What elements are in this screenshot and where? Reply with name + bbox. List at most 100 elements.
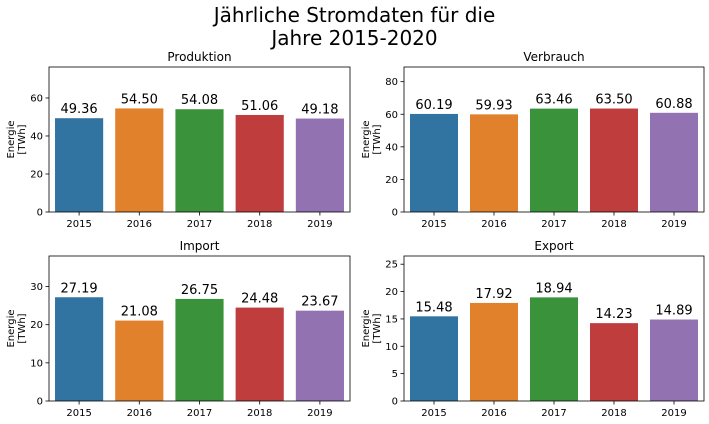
bar-produktion-2019 bbox=[295, 118, 344, 212]
bar-verbrauch-2016 bbox=[470, 114, 518, 212]
x-tick-label-export-2015: 2015 bbox=[421, 408, 446, 419]
data-label-import-2015: 27.19 bbox=[60, 281, 97, 296]
x-tick-label-produktion-2017: 2017 bbox=[187, 219, 212, 230]
y-tick-label-export-5: 5 bbox=[392, 369, 398, 380]
y-tick-label-verbrauch-20: 20 bbox=[385, 175, 398, 186]
subplot-title-export: Export bbox=[534, 239, 574, 253]
data-label-export-2015: 15.48 bbox=[415, 300, 452, 315]
y-tick-label-export-25: 25 bbox=[385, 260, 398, 271]
data-label-export-2017: 18.94 bbox=[535, 281, 572, 296]
data-label-import-2018: 24.48 bbox=[241, 292, 278, 307]
data-label-export-2018: 14.23 bbox=[595, 307, 632, 322]
y-axis-label-export-line-1: Energie bbox=[361, 309, 372, 347]
data-label-import-2016: 21.08 bbox=[121, 305, 158, 320]
data-label-import-2017: 26.75 bbox=[181, 283, 218, 298]
y-tick-label-import-30: 30 bbox=[30, 282, 43, 293]
x-tick-label-verbrauch-2016: 2016 bbox=[481, 219, 506, 230]
y-tick-label-export-10: 10 bbox=[385, 342, 398, 353]
y-tick-label-produktion-40: 40 bbox=[30, 131, 43, 142]
bar-verbrauch-2015 bbox=[410, 113, 458, 212]
subplot-title-verbrauch: Verbrauch bbox=[523, 50, 584, 64]
x-tick-label-import-2017: 2017 bbox=[187, 408, 212, 419]
y-tick-label-verbrauch-60: 60 bbox=[385, 110, 398, 121]
data-label-export-2016: 17.92 bbox=[475, 287, 512, 302]
y-tick-label-produktion-60: 60 bbox=[30, 93, 43, 104]
data-label-verbrauch-2019: 60.88 bbox=[655, 97, 692, 112]
data-label-produktion-2019: 49.18 bbox=[301, 103, 338, 118]
y-axis-label-verbrauch-line-1: Energie bbox=[361, 120, 372, 158]
data-label-verbrauch-2017: 63.46 bbox=[535, 93, 572, 108]
subplot-title-import: Import bbox=[180, 239, 220, 253]
data-label-verbrauch-2015: 60.19 bbox=[415, 98, 452, 113]
x-tick-label-import-2018: 2018 bbox=[247, 408, 272, 419]
bar-verbrauch-2019 bbox=[650, 112, 698, 212]
y-axis-label-import-line-2: [TWh] bbox=[17, 313, 28, 343]
y-tick-label-import-0: 0 bbox=[37, 397, 43, 408]
bar-produktion-2017 bbox=[175, 109, 224, 212]
y-tick-label-verbrauch-40: 40 bbox=[385, 142, 398, 153]
bar-produktion-2015 bbox=[55, 118, 104, 212]
data-label-verbrauch-2018: 63.50 bbox=[595, 93, 632, 108]
x-tick-label-produktion-2019: 2019 bbox=[307, 219, 332, 230]
y-axis-label-produktion-line-1: Energie bbox=[6, 120, 17, 158]
x-tick-label-export-2017: 2017 bbox=[541, 408, 566, 419]
x-tick-label-import-2016: 2016 bbox=[127, 408, 152, 419]
chart-export: 15.48201517.92201618.94201714.23201814.8… bbox=[361, 239, 705, 419]
data-label-produktion-2016: 54.50 bbox=[121, 92, 158, 107]
bar-import-2019 bbox=[295, 310, 344, 401]
y-axis-label-export-line-2: [TWh] bbox=[372, 313, 383, 343]
y-axis-label-verbrauch-line-2: [TWh] bbox=[372, 124, 383, 154]
y-tick-label-produktion-20: 20 bbox=[30, 169, 43, 180]
y-tick-label-produktion-0: 0 bbox=[37, 208, 43, 219]
axes-frame-import bbox=[48, 255, 351, 402]
x-tick-label-produktion-2015: 2015 bbox=[66, 219, 91, 230]
x-tick-label-produktion-2016: 2016 bbox=[127, 219, 152, 230]
y-axis-label-import-line-1: Energie bbox=[6, 309, 17, 347]
chart-import: 27.19 2015 21.08 2016 26.75 2017 24.48 2018 23.6… bbox=[6, 239, 351, 419]
subplot-title-produktion: Produktion bbox=[167, 50, 231, 64]
bar-export-2019 bbox=[650, 319, 698, 401]
data-label-produktion-2015: 49.36 bbox=[60, 102, 97, 117]
x-tick-label-export-2016: 2016 bbox=[481, 408, 506, 419]
x-tick-label-verbrauch-2015: 2015 bbox=[421, 219, 446, 230]
bar-produktion-2016 bbox=[115, 108, 164, 212]
data-label-export-2019: 14.89 bbox=[655, 304, 692, 319]
y-tick-label-export-15: 15 bbox=[385, 314, 398, 325]
bar-verbrauch-2017 bbox=[530, 108, 578, 212]
axes-frame-export bbox=[403, 255, 705, 402]
bar-export-2017 bbox=[530, 297, 578, 401]
bar-export-2018 bbox=[590, 323, 638, 401]
x-tick-label-export-2019: 2019 bbox=[661, 408, 686, 419]
axes-frame-produktion bbox=[48, 66, 351, 213]
figure-title-line-1: Jährliche Stromdaten für die bbox=[213, 3, 496, 27]
x-tick-label-verbrauch-2018: 2018 bbox=[601, 219, 626, 230]
bar-export-2016 bbox=[470, 302, 518, 401]
x-tick-label-import-2019: 2019 bbox=[307, 408, 332, 419]
y-tick-label-verbrauch-80: 80 bbox=[385, 77, 398, 88]
y-tick-label-import-20: 20 bbox=[30, 320, 43, 331]
data-label-produktion-2018: 51.06 bbox=[241, 99, 278, 114]
y-axis-label-produktion-line-2: [TWh] bbox=[17, 124, 28, 154]
axes-frame-verbrauch bbox=[403, 66, 705, 213]
chart-verbrauch: 60.19 2015 59.93 2016 63.46 2017 63.50 2018 60.8… bbox=[361, 50, 705, 230]
bar-import-2017 bbox=[175, 298, 224, 401]
figure-title-line-2: Jahre 2015-2020 bbox=[271, 26, 438, 50]
y-tick-label-import-10: 10 bbox=[30, 358, 43, 369]
x-tick-label-verbrauch-2017: 2017 bbox=[541, 219, 566, 230]
y-tick-label-export-0: 0 bbox=[392, 397, 398, 408]
x-tick-label-verbrauch-2019: 2019 bbox=[661, 219, 686, 230]
data-label-import-2019: 23.67 bbox=[301, 295, 338, 310]
data-label-produktion-2017: 54.08 bbox=[181, 93, 218, 108]
x-tick-label-export-2018: 2018 bbox=[601, 408, 626, 419]
bar-import-2016 bbox=[115, 320, 164, 401]
data-label-verbrauch-2016: 59.93 bbox=[475, 98, 512, 113]
figure-title: Jährliche Stromdaten für die Jahre 2015-… bbox=[0, 4, 709, 50]
bar-export-2015 bbox=[410, 316, 458, 401]
bar-verbrauch-2018 bbox=[590, 108, 638, 212]
y-tick-label-verbrauch-0: 0 bbox=[392, 208, 398, 219]
x-tick-label-import-2015: 2015 bbox=[66, 408, 91, 419]
y-tick-label-export-20: 20 bbox=[385, 287, 398, 298]
bar-import-2015 bbox=[55, 297, 104, 401]
chart-produktion: 49.36 2015 54.50 2016 54.08 2017 51.06 2018 49.1… bbox=[6, 50, 351, 230]
